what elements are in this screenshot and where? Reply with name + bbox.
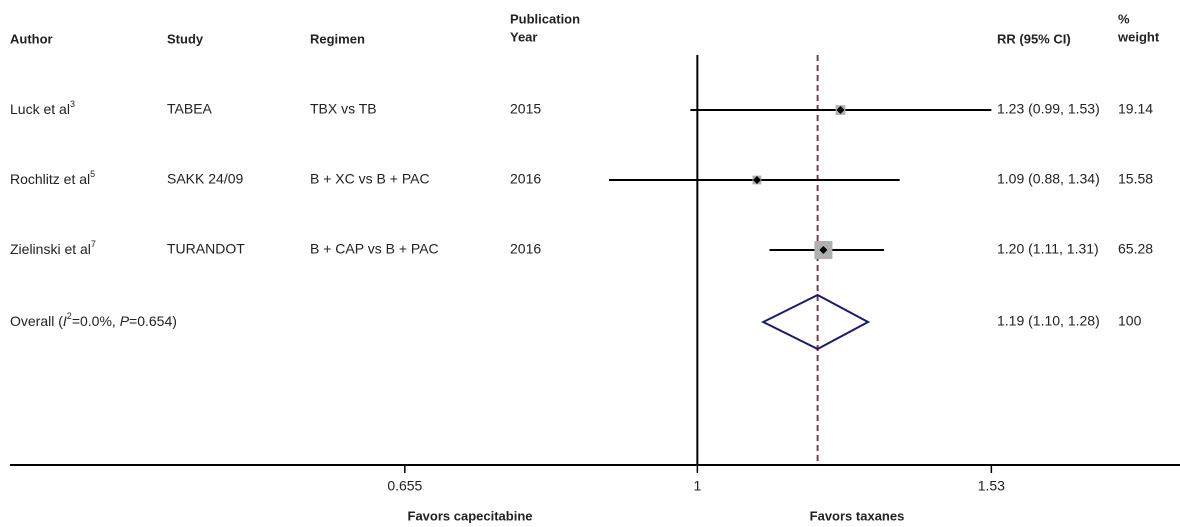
rr-label: 1.09 (0.88, 1.34) [997, 171, 1100, 187]
header-rr: RR (95% CI) [997, 31, 1071, 46]
year: 2015 [510, 101, 541, 117]
point-estimate [819, 246, 828, 254]
header-year: Year [510, 29, 537, 44]
header-weight: % [1118, 11, 1130, 26]
study: SAKK 24/09 [167, 171, 243, 187]
header-year: Publication [510, 11, 580, 26]
x-label-left: Favors capecitabine [408, 508, 533, 523]
author-name: Rochlitz et al [10, 171, 90, 187]
study: TURANDOT [167, 241, 245, 257]
weight-label: 100 [1118, 313, 1142, 329]
weight-label: 15.58 [1118, 171, 1153, 187]
x-tick-label: 1.53 [978, 478, 1005, 494]
study: TABEA [167, 101, 213, 117]
rr-label: 1.23 (0.99, 1.53) [997, 101, 1100, 117]
author-name: Luck et al [10, 101, 70, 117]
weight-label: 65.28 [1118, 241, 1153, 257]
overall-label: Overall (I2=0.0%, P=0.654) [10, 311, 177, 328]
x-tick-label: 0.655 [387, 478, 422, 494]
reference-number: 7 [91, 239, 96, 249]
point-estimate [836, 106, 845, 114]
header-weight: weight [1117, 29, 1160, 44]
header-regimen: Regimen [310, 31, 365, 46]
overall-diamond [761, 293, 871, 351]
year: 2016 [510, 241, 541, 257]
rr-label: 1.20 (1.11, 1.31) [997, 241, 1099, 257]
header-study: Study [167, 31, 204, 46]
year: 2016 [510, 171, 541, 187]
reference-number: 3 [70, 99, 75, 109]
author: Luck et al3 [10, 99, 75, 116]
author-name: Zielinski et al [10, 241, 91, 257]
x-tick-label: 1 [693, 478, 701, 494]
author: Zielinski et al7 [10, 239, 96, 256]
regimen: B + CAP vs B + PAC [310, 241, 439, 257]
author: Rochlitz et al5 [10, 169, 95, 186]
reference-number: 5 [90, 169, 95, 179]
point-estimate [752, 176, 761, 184]
header-author: Author [10, 31, 53, 46]
x-label-right: Favors taxanes [810, 508, 905, 523]
rr-label: 1.19 (1.10, 1.28) [997, 313, 1100, 329]
regimen: TBX vs TB [310, 101, 377, 117]
weight-label: 19.14 [1118, 101, 1153, 117]
regimen: B + XC vs B + PAC [310, 171, 430, 187]
